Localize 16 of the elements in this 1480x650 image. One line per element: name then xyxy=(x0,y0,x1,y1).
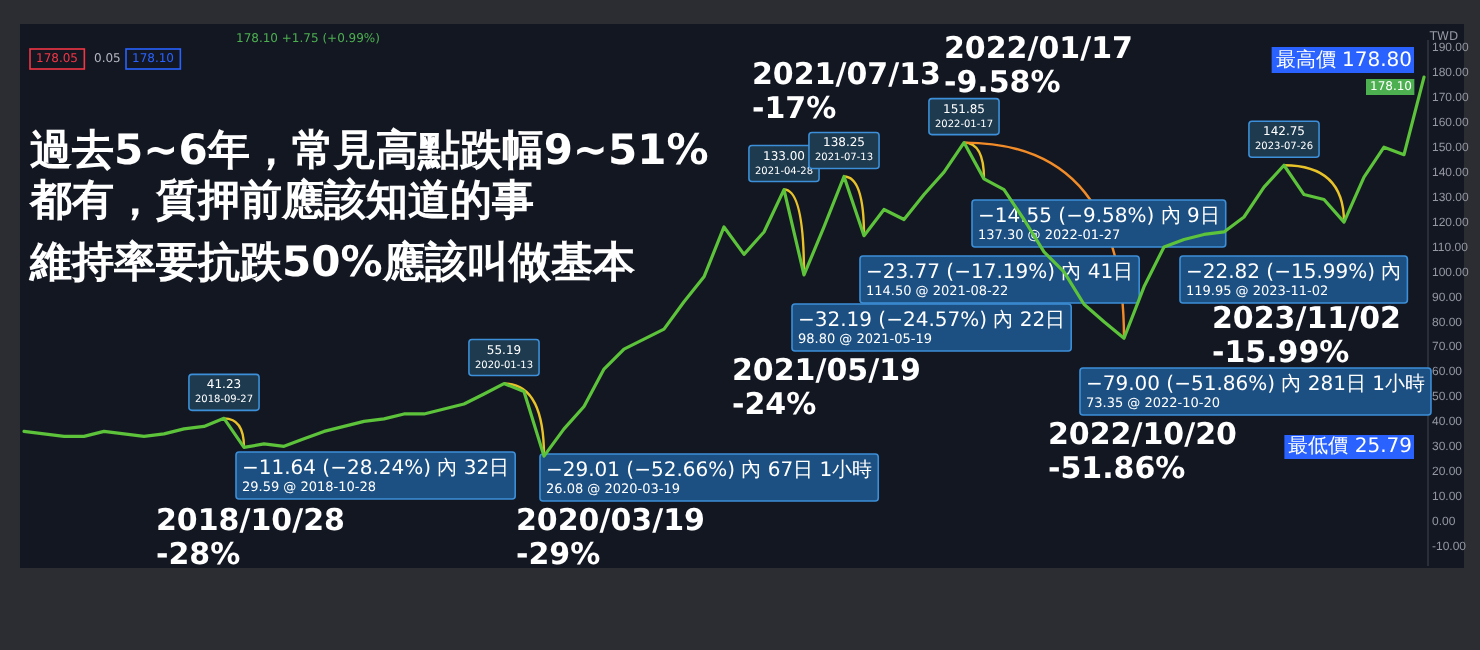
annotation: 138.25 2021-07-13 xyxy=(814,136,874,165)
annotation: 142.75 2023-07-26 xyxy=(1254,125,1314,154)
text: 過去5~6年，常見高點跌幅9~51%都有，質押前應該知道的事 xyxy=(28,126,709,224)
annotation: 2020/03/19 -29% xyxy=(516,502,705,572)
annotation: 2018/10/28 -28% xyxy=(156,502,345,572)
annotation: 最低價 25.79 xyxy=(1288,436,1412,458)
annotation: 2021/05/19 -24% xyxy=(732,352,921,422)
annotation: 2023/11/02 -15.99% xyxy=(1212,300,1401,370)
text: 維持率要抗跌50%應該叫做基本 xyxy=(28,238,637,286)
annotation: 41.23 2018-09-27 xyxy=(194,378,254,407)
annotation: 55.19 2020-01-13 xyxy=(474,343,534,372)
annotation: 151.85 2022-01-17 xyxy=(934,102,994,131)
annotation: 最高價 178.80 xyxy=(1275,48,1412,72)
annotation: 133.00 2021-04-28 xyxy=(754,149,814,178)
annotation: 2022/10/20 -51.86% xyxy=(1048,416,1237,486)
annotation: 2022/01/17 -9.58% xyxy=(944,30,1133,100)
